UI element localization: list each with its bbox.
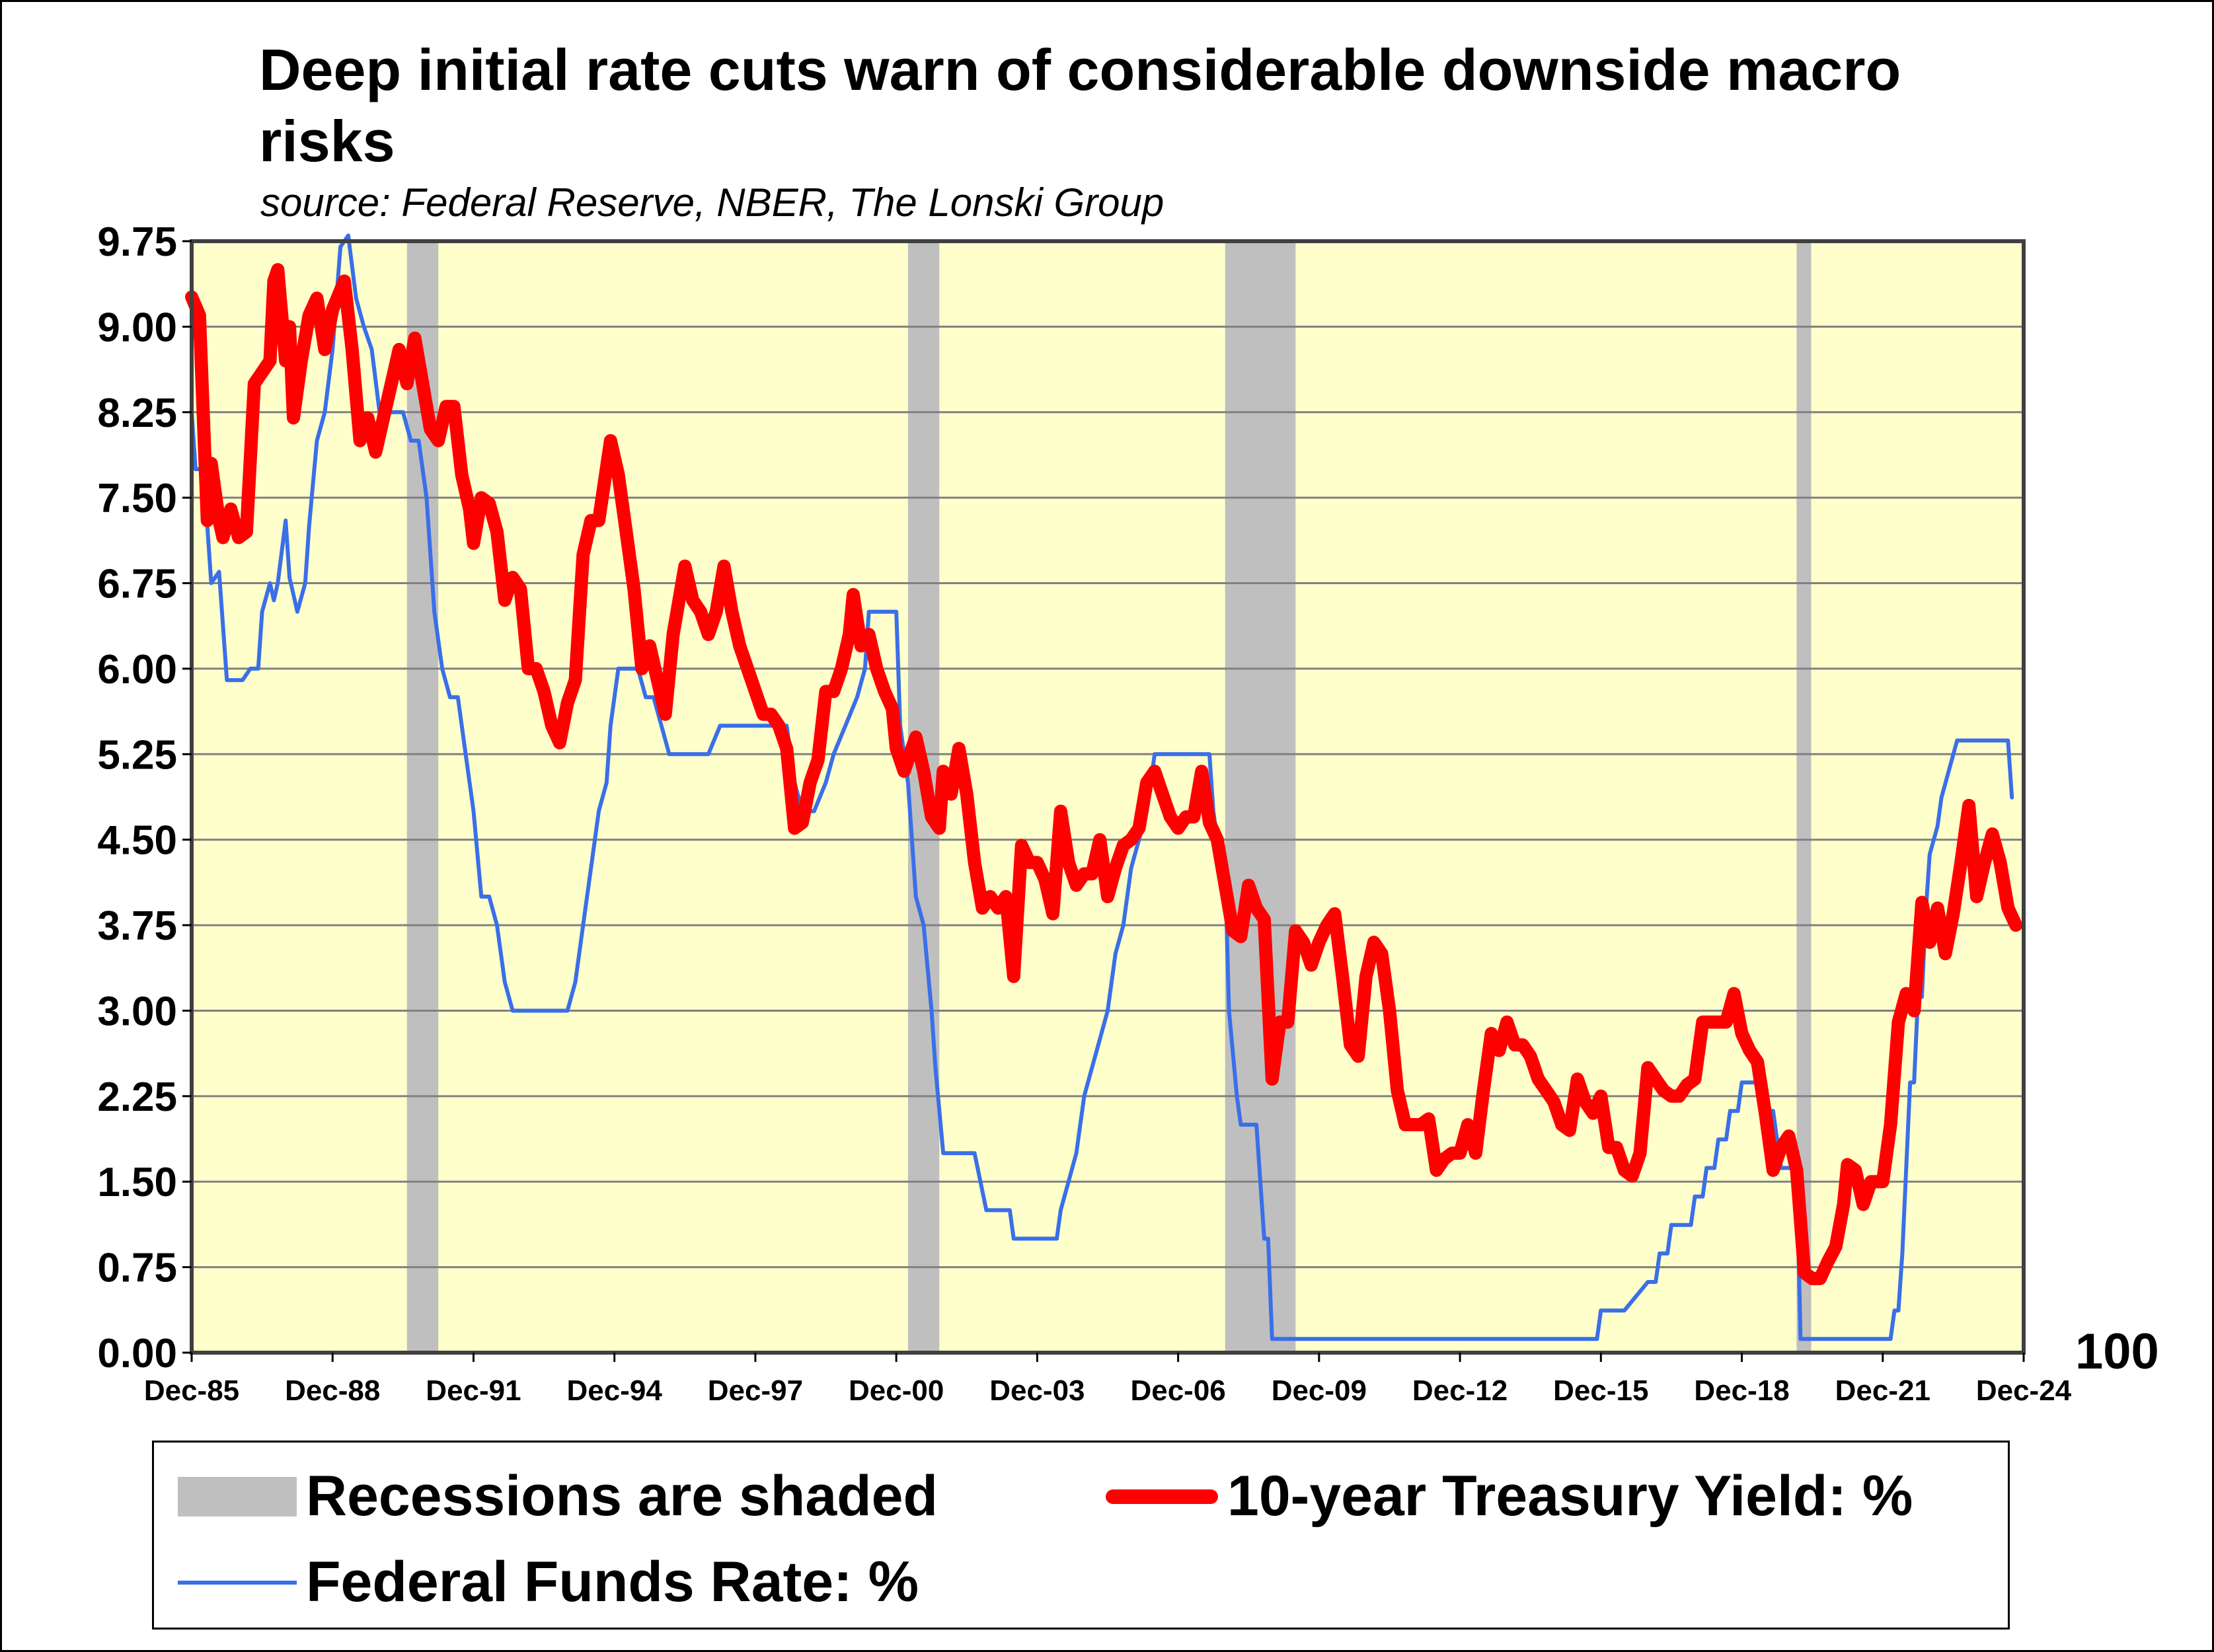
x-tick-label-2: Dec-91 [426, 1374, 521, 1407]
y-tick-label-13: 9.75 [97, 219, 177, 265]
y-tick-label-7: 5.25 [97, 732, 177, 778]
y-tick-label-3: 2.25 [97, 1074, 177, 1120]
recession-band-3 [1796, 241, 1812, 1353]
legend-item-fedfunds: Federal Funds Rate: % [178, 1550, 919, 1615]
legend-item-treasury: 10-year Treasury Yield: % [1106, 1464, 1913, 1529]
x-tick-label-1: Dec-88 [285, 1374, 380, 1407]
treasury-yield-line [185, 263, 2023, 1285]
x-tick-label-8: Dec-09 [1272, 1374, 1367, 1407]
y-tick-label-5: 3.75 [97, 903, 177, 949]
fedfunds-swatch [178, 1580, 297, 1585]
treasury-swatch [1106, 1489, 1218, 1504]
plot-border [190, 239, 2026, 1355]
x-tick-label-10: Dec-15 [1553, 1374, 1648, 1407]
chart-title: Deep initial rate cuts warn of considera… [259, 37, 1901, 174]
series-lines [185, 233, 2023, 1341]
x-tick-label-5: Dec-00 [849, 1374, 944, 1407]
y-tick-label-8: 6.00 [97, 647, 177, 693]
y-tick-label-6: 4.50 [97, 818, 177, 864]
y-tick-label-1: 0.75 [97, 1246, 177, 1291]
y-tick-label-4: 3.00 [97, 989, 177, 1034]
legend-label-fedfunds: Federal Funds Rate: % [306, 1550, 919, 1614]
x-tick-label-3: Dec-94 [567, 1374, 663, 1407]
y-tick-label-9: 6.75 [97, 562, 177, 607]
x-tick-label-7: Dec-06 [1130, 1374, 1225, 1407]
legend-item-recessions: Recessions are shaded [178, 1464, 938, 1529]
y-axis-ticks: 0.00 0.75 1.50 2.25 3.00 3.75 4.50 5.25 6.00 6.75… [97, 219, 192, 1376]
right-axis-label: 100 [2075, 1324, 2159, 1380]
plot-area [192, 241, 2024, 1353]
recession-swatch [178, 1476, 297, 1517]
y-tick-label-12: 9.00 [97, 305, 177, 350]
chart-subtitle: source: Federal Reserve, NBER, The Lonsk… [260, 180, 1164, 225]
x-tick-label-11: Dec-18 [1694, 1374, 1789, 1407]
legend: Recessions are shaded 10-year Treasury Y… [152, 1441, 2010, 1630]
chart-svg: 0.00 0.75 1.50 2.25 3.00 3.75 4.50 5.25 6.00 6.75… [97, 219, 2159, 1407]
legend-label-recessions: Recessions are shaded [306, 1464, 938, 1528]
y-tick-label-2: 1.50 [97, 1160, 177, 1205]
legend-label-treasury: 10-year Treasury Yield: % [1227, 1464, 1913, 1528]
y-tick-label-11: 8.25 [97, 391, 177, 436]
y-tick-label-10: 7.50 [97, 476, 177, 521]
x-tick-label-13: Dec-24 [1976, 1374, 2072, 1407]
x-tick-label-6: Dec-03 [989, 1374, 1085, 1407]
y-tick-label-0: 0.00 [97, 1331, 177, 1376]
x-axis-ticks: Dec-85 Dec-88 Dec-91 Dec-94 Dec-97 Dec-00 Dec-… [144, 1353, 2072, 1407]
x-tick-label-4: Dec-97 [708, 1374, 803, 1407]
x-tick-label-9: Dec-12 [1412, 1374, 1508, 1407]
x-tick-label-12: Dec-21 [1835, 1374, 1930, 1407]
x-tick-label-0: Dec-85 [144, 1374, 239, 1407]
